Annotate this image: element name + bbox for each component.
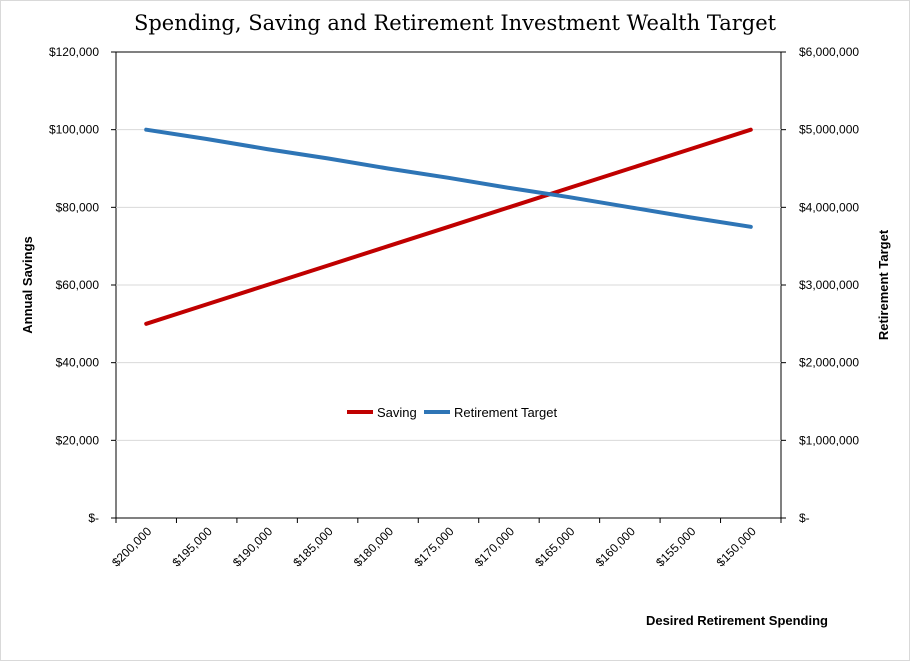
x-tick-label: $180,000	[351, 524, 397, 570]
y2-tick-label: $6,000,000	[799, 45, 859, 59]
gridlines	[116, 129, 781, 441]
x-tick-label: $150,000	[714, 524, 760, 570]
legend-label-saving: Saving	[377, 405, 417, 420]
x-tick-label: $165,000	[532, 524, 578, 570]
y-tick-label: $20,000	[56, 433, 100, 447]
y2-axis-title: Retirement Target	[876, 229, 891, 340]
x-tick-label: $160,000	[593, 524, 639, 570]
x-tick-label: $185,000	[290, 524, 336, 570]
x-tick-label: $170,000	[472, 524, 518, 570]
y-tick-label: $120,000	[49, 45, 99, 59]
x-axis-ticks: $200,000 $195,000 $190,000 $185,000 $180,000…	[109, 518, 782, 570]
series-line-retirement-target	[144, 127, 753, 229]
right-axis-ticks: $- $1,000,000 $2,000,000 $3,000,000 $4,000,0…	[781, 45, 859, 525]
y2-tick-label: $-	[799, 511, 810, 525]
series-lines	[144, 127, 753, 326]
y-tick-label: $60,000	[56, 278, 100, 292]
x-tick-label: $195,000	[170, 524, 216, 570]
x-tick-label: $190,000	[230, 524, 276, 570]
left-axis-ticks: $- $20,000 $40,000 $60,000 $80,000 $100,000 $1…	[49, 45, 116, 525]
x-axis-title: Desired Retirement Spending	[646, 613, 828, 628]
y-axis-title: Annual Savings	[20, 236, 35, 334]
y2-tick-label: $3,000,000	[799, 278, 859, 292]
y-tick-label: $-	[88, 511, 99, 525]
y-tick-label: $40,000	[56, 356, 100, 370]
y2-tick-label: $1,000,000	[799, 433, 859, 447]
legend-label-retirement-target: Retirement Target	[454, 405, 557, 420]
y2-tick-label: $2,000,000	[799, 356, 859, 370]
x-tick-label: $155,000	[653, 524, 699, 570]
x-tick-label: $175,000	[411, 524, 457, 570]
y2-tick-label: $5,000,000	[799, 123, 859, 137]
legend: Saving Retirement Target	[347, 405, 557, 420]
y-tick-label: $80,000	[56, 200, 100, 214]
chart-title: Spending, Saving and Retirement Investme…	[134, 11, 777, 35]
y-tick-label: $100,000	[49, 123, 99, 137]
series-line-saving	[144, 127, 753, 326]
y2-tick-label: $4,000,000	[799, 200, 859, 214]
x-tick-label: $200,000	[109, 524, 155, 570]
